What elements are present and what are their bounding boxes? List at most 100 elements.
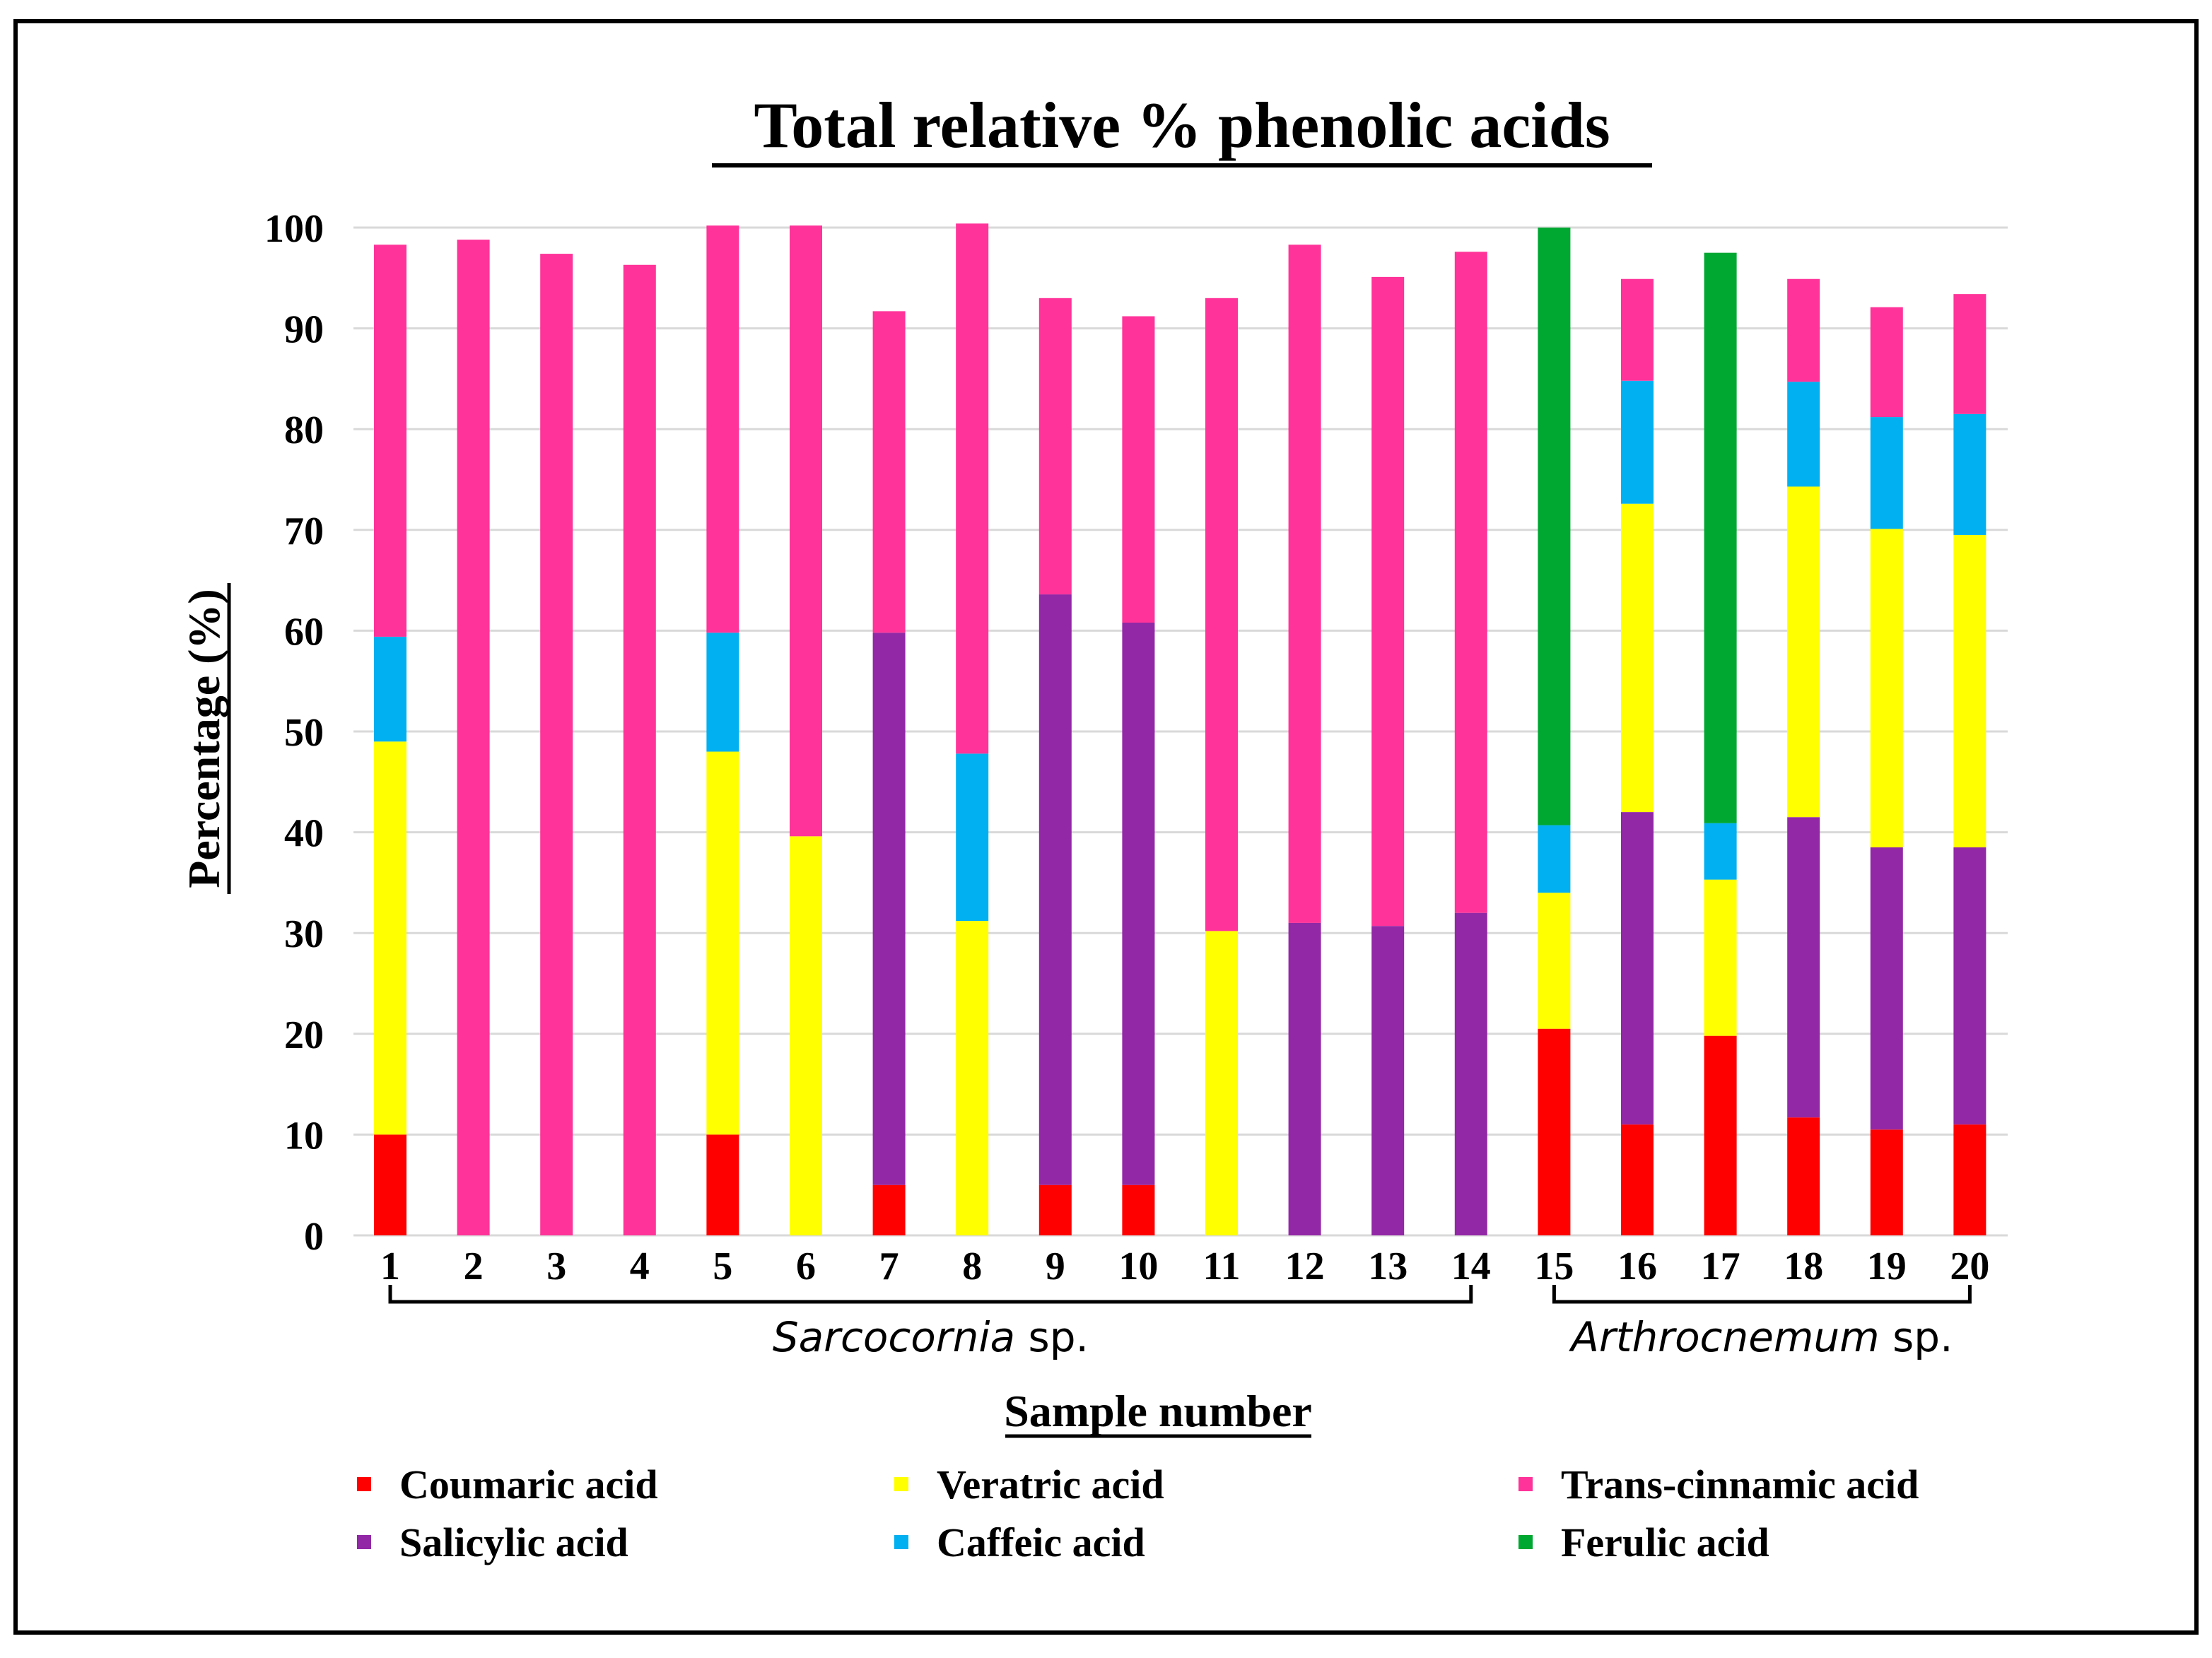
group-genus: Sarcocornia xyxy=(773,1313,1015,1361)
chart-title: Total relative % phenolic acids xyxy=(754,89,1610,161)
bar-segment xyxy=(1122,316,1155,623)
bar-segment xyxy=(706,633,739,752)
bar-segment xyxy=(1787,486,1820,818)
bar-segment xyxy=(1870,529,1903,847)
y-tick-labels: 0 10 20 30 40 50 60 70 80 90 100 xyxy=(264,207,324,1259)
y-tick-label: 70 xyxy=(284,510,324,553)
bar-segment xyxy=(1870,1129,1903,1235)
bar-segment xyxy=(1621,278,1654,381)
y-tick-label: 20 xyxy=(284,1013,324,1057)
bar-segment xyxy=(1205,298,1238,931)
y-tick-label: 80 xyxy=(284,408,324,452)
y-tick-label: 90 xyxy=(284,308,324,352)
bar-segment xyxy=(1953,413,1986,535)
y-axis-label: Percentage (%) xyxy=(179,589,229,888)
bar-segment xyxy=(1538,893,1571,1029)
y-axis-label-group: Percentage (%) xyxy=(179,583,231,894)
group-label: Sarcocornia sp. xyxy=(773,1313,1089,1361)
x-tick-label: 7 xyxy=(879,1245,899,1288)
bar-segment xyxy=(1122,622,1155,1185)
bar-segment xyxy=(1621,380,1654,504)
x-tick-labels: 1 2 3 4 5 6 7 8 9 10 11 12 13 14 15 16 17 18 19 20 xyxy=(380,1245,1989,1288)
x-tick-label: 18 xyxy=(1784,1245,1823,1288)
bar-segment xyxy=(1787,382,1820,487)
bar-segment xyxy=(1870,307,1903,418)
y-tick-label: 60 xyxy=(284,610,324,654)
bar-segment xyxy=(790,225,822,837)
x-tick-label: 3 xyxy=(546,1245,566,1288)
x-tick-label: 17 xyxy=(1701,1245,1740,1288)
x-tick-label: 16 xyxy=(1617,1245,1657,1288)
legend-label: Salicylic acid xyxy=(399,1519,628,1565)
legend-label: Caffeic acid xyxy=(937,1519,1145,1565)
x-tick-label: 6 xyxy=(796,1245,816,1288)
x-tick-label: 11 xyxy=(1203,1245,1241,1288)
bar-segment xyxy=(1454,912,1487,1235)
x-tick-label: 15 xyxy=(1534,1245,1574,1288)
bar-segment xyxy=(706,225,739,633)
y-tick-label: 0 xyxy=(304,1215,324,1259)
legend-label: Veratric acid xyxy=(937,1462,1164,1507)
bar-segment xyxy=(1038,1184,1072,1235)
legend-label: Coumaric acid xyxy=(399,1462,658,1507)
x-tick-label: 1 xyxy=(380,1245,400,1288)
x-tick-label: 5 xyxy=(713,1245,732,1288)
bar-segment xyxy=(706,751,739,1135)
bar-segment xyxy=(1870,847,1903,1130)
x-tick-label: 13 xyxy=(1368,1245,1408,1288)
bar-segment xyxy=(956,921,989,1235)
bar-segment xyxy=(1704,879,1737,1036)
x-tick-label: 12 xyxy=(1285,1245,1325,1288)
bar-segment xyxy=(1538,228,1571,825)
bar-segment xyxy=(623,264,656,1236)
bar-segment xyxy=(956,223,989,754)
x-tick-label: 14 xyxy=(1451,1245,1491,1288)
bar-segment xyxy=(374,741,406,1135)
bar-segment xyxy=(540,254,573,1236)
y-tick-label: 40 xyxy=(284,812,324,856)
bar-segment xyxy=(1371,276,1405,927)
legend-swatch xyxy=(1518,1477,1533,1491)
group-genus: Arthrocnemum xyxy=(1568,1313,1879,1361)
group-bracket xyxy=(1552,1285,1972,1304)
bar-segment xyxy=(1704,1035,1737,1235)
legend-swatch xyxy=(357,1535,371,1549)
bar-segment xyxy=(956,753,989,922)
legend-swatch xyxy=(1518,1535,1533,1549)
x-axis-label: Sample number xyxy=(1004,1386,1312,1436)
bar-segment xyxy=(1953,1124,1986,1235)
x-tick-label: 9 xyxy=(1046,1245,1065,1288)
bar-segment xyxy=(872,311,906,633)
bar-segment xyxy=(706,1134,739,1235)
x-tick-label: 19 xyxy=(1867,1245,1907,1288)
bar-segment xyxy=(1288,922,1321,1235)
legend: Coumaric acid Veratric acid Trans-cinnamic… xyxy=(357,1462,1919,1565)
bar-segment xyxy=(790,836,822,1235)
bar-segment xyxy=(457,240,490,1235)
x-tick-label: 2 xyxy=(464,1245,484,1288)
bar-segment xyxy=(1953,847,1986,1125)
bar-segment xyxy=(1953,294,1986,414)
sample-groups: Sarcocornia sp. Arthrocnemum sp. xyxy=(388,1285,1972,1361)
bar-segment xyxy=(374,245,406,637)
legend-swatch xyxy=(357,1477,371,1491)
bar-segment xyxy=(1621,1124,1654,1235)
legend-swatch xyxy=(894,1535,908,1549)
bar-segment xyxy=(1621,503,1654,813)
bar-segment xyxy=(1205,931,1238,1235)
group-bracket xyxy=(388,1285,1473,1304)
bar-segment xyxy=(374,1134,406,1235)
bar-segment xyxy=(1371,926,1405,1235)
bar-segment xyxy=(1953,534,1986,847)
bar-segment xyxy=(1454,252,1487,913)
bar-segment xyxy=(1870,417,1903,529)
group-label: Arthrocnemum sp. xyxy=(1568,1313,1953,1361)
x-tick-label: 10 xyxy=(1118,1245,1158,1288)
bar-segment xyxy=(1621,812,1654,1125)
bar-segment xyxy=(1704,823,1737,880)
bar-segment xyxy=(872,633,906,1185)
bar-segment xyxy=(1038,298,1072,595)
legend-label: Ferulic acid xyxy=(1561,1519,1769,1565)
y-tick-label: 10 xyxy=(284,1114,324,1158)
x-tick-label: 4 xyxy=(630,1245,650,1288)
